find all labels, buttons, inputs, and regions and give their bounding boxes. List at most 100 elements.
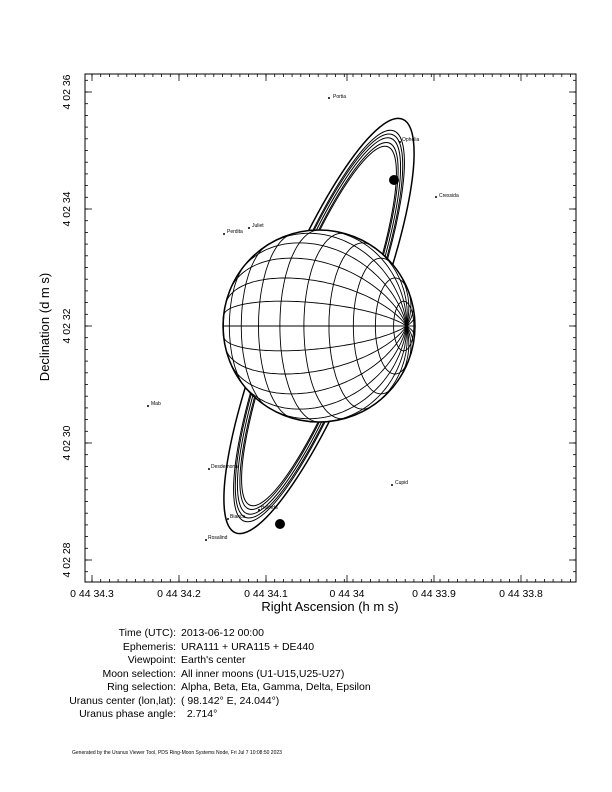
longitude-meridian bbox=[223, 325, 407, 352]
x-axis-label: Right Ascension (h m s) bbox=[261, 599, 398, 614]
x-tick-label: 0 44 34 bbox=[329, 588, 364, 600]
moon-label: Bianca bbox=[230, 514, 246, 520]
info-value: URA111 + URA115 + DE440 bbox=[181, 640, 315, 653]
moon-portia: Portia bbox=[328, 94, 346, 100]
longitude-meridian bbox=[315, 325, 408, 423]
longitude-meridian bbox=[406, 325, 415, 337]
moon-labels: Portia Ophelia Cressida Juliet Perdita M… bbox=[147, 94, 459, 541]
moon-label: Rosalind bbox=[208, 535, 228, 541]
info-value: All inner moons (U1-U15,U25-U27) bbox=[181, 667, 345, 680]
info-value: 2.714° bbox=[181, 708, 218, 720]
moon-dot bbox=[208, 468, 210, 470]
axis-ticks bbox=[85, 74, 576, 582]
moon-ophelia: Ophelia bbox=[399, 137, 419, 143]
moon-dot bbox=[227, 518, 229, 520]
y-tick-label: 4 02 36 bbox=[61, 74, 73, 109]
observation-info: Time (UTC): 2013-06-12 00:00 Ephemeris: UR… bbox=[0, 627, 612, 722]
info-row-uranus-center: Uranus center (lon,lat): ( 98.142° E, 24.… bbox=[0, 695, 612, 709]
longitude-meridian bbox=[238, 242, 408, 327]
longitude-meridian bbox=[406, 325, 414, 349]
info-row-phase-angle: Uranus phase angle: 2.714° bbox=[0, 708, 612, 722]
longitude-meridian bbox=[238, 325, 408, 410]
info-value: 2013-06-12 00:00 bbox=[181, 627, 264, 639]
moon-dot bbox=[435, 196, 437, 198]
moon-dot bbox=[328, 97, 330, 99]
info-label: Viewpoint: bbox=[127, 654, 176, 666]
sky-plot: Portia Ophelia Cressida Juliet Perdita M… bbox=[37, 73, 577, 614]
info-label: Uranus phase angle: bbox=[79, 708, 176, 720]
info-row-ring-selection: Ring selection: Alpha, Beta, Eta, Gamma, … bbox=[0, 681, 612, 695]
x-tick-label: 0 44 34.1 bbox=[244, 588, 288, 600]
y-tick-label: 4 02 34 bbox=[61, 191, 73, 226]
moon-dot bbox=[391, 484, 393, 486]
moon-label: Desdemona bbox=[211, 464, 238, 470]
moon-dot bbox=[147, 405, 149, 407]
info-label: Ephemeris: bbox=[122, 640, 176, 653]
longitude-meridian bbox=[315, 229, 408, 327]
moon-juliet: Juliet bbox=[248, 223, 264, 229]
info-label: Time (UTC): bbox=[118, 627, 176, 639]
info-row-moon-selection: Moon selection: All inner moons (U1-U15,U… bbox=[0, 668, 612, 682]
moon-disc-lower bbox=[275, 519, 285, 529]
x-tick-label: 0 44 34.3 bbox=[70, 588, 114, 600]
longitude-meridian bbox=[406, 303, 414, 327]
longitude-meridian bbox=[406, 315, 415, 327]
moon-label: Portia bbox=[333, 94, 346, 100]
info-label: Ring selection: bbox=[107, 681, 176, 693]
longitude-meridian bbox=[224, 325, 408, 375]
moon-label: Cressida bbox=[439, 193, 459, 199]
uranus-lat-lon-grid bbox=[223, 229, 415, 423]
moon-desdemona: Desdemona bbox=[208, 464, 238, 470]
longitude-meridian bbox=[223, 300, 407, 327]
moon-disc-upper bbox=[389, 175, 399, 185]
info-row-viewpoint: Viewpoint: Earth's center bbox=[0, 654, 612, 668]
x-tick-label: 0 44 33.8 bbox=[499, 588, 543, 600]
uranus-globe bbox=[222, 229, 416, 423]
longitude-meridian bbox=[229, 257, 408, 327]
x-tick-label: 0 44 33.9 bbox=[412, 588, 456, 600]
plot-frame bbox=[84, 73, 577, 583]
moon-label: Perdita bbox=[227, 229, 243, 235]
longitude-meridian bbox=[368, 325, 408, 409]
x-tick-labels: 0 44 34.3 0 44 34.2 0 44 34.1 0 44 34 0 … bbox=[70, 588, 543, 600]
moon-dot bbox=[399, 141, 401, 143]
moon-dot bbox=[258, 509, 260, 511]
moon-label: Mab bbox=[151, 401, 161, 407]
moon-mab: Mab bbox=[147, 401, 161, 407]
moon-dot bbox=[248, 227, 250, 229]
info-value: Alpha, Beta, Eta, Gamma, Delta, Epsilon bbox=[181, 681, 371, 693]
info-row-time: Time (UTC): 2013-06-12 00:00 bbox=[0, 627, 612, 641]
moon-label: Belinda bbox=[261, 505, 278, 511]
generator-footer: Generated by the Uranus Viewer Tool, PDS… bbox=[72, 750, 282, 756]
moon-cressida: Cressida bbox=[435, 193, 459, 199]
moon-perdita: Perdita bbox=[223, 229, 243, 235]
longitude-meridian bbox=[406, 289, 412, 327]
longitude-meridian bbox=[396, 270, 410, 327]
y-tick-labels: 4 02 36 4 02 34 4 02 32 4 02 30 4 02 28 bbox=[61, 74, 73, 577]
moon-label: Juliet bbox=[252, 223, 264, 229]
info-label: Uranus center (lon,lat): bbox=[69, 694, 176, 707]
longitude-meridian bbox=[263, 325, 408, 420]
info-value: Earth's center bbox=[181, 654, 246, 666]
y-tick-label: 4 02 30 bbox=[61, 425, 73, 460]
info-row-ephemeris: Ephemeris: URA111 + URA115 + DE440 bbox=[0, 641, 612, 655]
moon-label: Ophelia bbox=[402, 137, 419, 143]
moon-belinda: Belinda bbox=[258, 505, 278, 511]
longitude-meridian bbox=[224, 277, 408, 327]
longitude-meridian bbox=[368, 243, 408, 327]
longitude-meridian bbox=[406, 325, 412, 363]
moon-dot bbox=[223, 233, 225, 235]
x-tick-label: 0 44 34.2 bbox=[157, 588, 201, 600]
moon-label: Cupid bbox=[395, 480, 408, 486]
info-value: ( 98.142° E, 24.044°) bbox=[181, 694, 280, 707]
info-label: Moon selection: bbox=[102, 667, 176, 680]
moon-cupid: Cupid bbox=[391, 480, 408, 486]
y-tick-label: 4 02 32 bbox=[61, 308, 73, 343]
y-tick-label: 4 02 28 bbox=[61, 542, 73, 577]
longitude-meridian bbox=[229, 325, 408, 395]
longitude-meridian bbox=[263, 232, 408, 327]
moon-rosalind: Rosalind bbox=[205, 535, 228, 541]
moon-dot bbox=[205, 539, 207, 541]
longitude-meridian bbox=[396, 325, 410, 382]
y-axis-label: Declination (d m s) bbox=[37, 273, 52, 381]
